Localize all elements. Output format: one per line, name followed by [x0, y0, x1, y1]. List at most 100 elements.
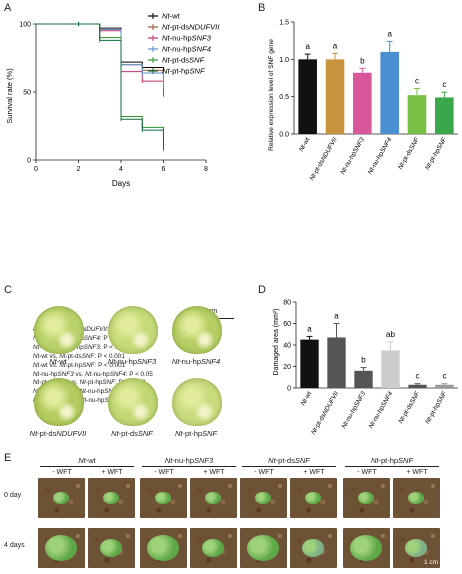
survival-y-tick-label: 0 — [27, 158, 31, 165]
leaf-photo — [172, 306, 222, 354]
damage-bar — [300, 339, 319, 388]
seedling-photo — [240, 528, 287, 568]
seedling-leaves — [255, 491, 271, 505]
stat-line: Nt-wt vs. Nt-pt-hpSNF: P < 0.001 — [33, 361, 126, 369]
seedling-group-title: Nt-nu-hpSNF3 — [164, 456, 214, 465]
seedling-photo — [38, 478, 85, 518]
seedling-photo — [393, 528, 440, 568]
expression-bar — [407, 95, 427, 134]
legend-entry: Nt-nu-hpSNF4 — [162, 45, 211, 54]
damage-significance-letter: a — [307, 324, 312, 333]
seedling-leaves — [53, 491, 69, 505]
seedling-leaves — [155, 491, 171, 505]
expression-category-label: Nt-pt-dsNDUFVII — [309, 136, 339, 182]
damage-category-label: Nt-wt — [300, 390, 314, 407]
seedling-scale-bar — [422, 568, 440, 569]
seedling-photo — [190, 528, 237, 568]
leaf-label: Nt-pt-dsSNF — [111, 429, 153, 438]
seedling-group-rule — [40, 466, 134, 467]
seedling-scale-label: 1 cm — [424, 559, 439, 566]
survival-series-line — [36, 23, 164, 147]
seedling-photo — [290, 528, 337, 568]
panel-letter-d: D — [258, 284, 266, 296]
damage-bar — [327, 337, 346, 388]
damage-significance-letter: ab — [386, 330, 395, 339]
damage-significance-letter: a — [334, 312, 339, 321]
seedling-group-title: Nt-pt-hpSNF — [370, 456, 414, 465]
expression-significance-letter: a — [387, 29, 392, 38]
seedling-group-title: Nt-wt — [78, 456, 96, 465]
damage-bar — [354, 370, 373, 388]
panel-letter-c: C — [4, 284, 12, 296]
expression-y-tick-label: 0.5 — [279, 94, 289, 101]
expression-significance-letter: c — [415, 76, 419, 85]
stat-line: Nt-nu-hpSNF3 vs. Nt-nu-hpSNF4: P < 0.05 — [33, 370, 153, 378]
damage-y-tick-label: 0 — [287, 386, 291, 393]
survival-y-tick-label: 50 — [23, 90, 31, 97]
seedling-photo — [88, 478, 135, 518]
seedling-leaves — [202, 539, 224, 557]
seedling-photos: Nt-wt - WFT + WFT Nt-nu-hpSNF3 - WFT + WFT Nt-… — [0, 456, 462, 574]
seedling-photo — [190, 478, 237, 518]
seedling-leaves — [247, 535, 279, 561]
damage-category-label: Nt-pt-dsSNF — [397, 390, 421, 425]
treatment-label: + WFT — [101, 469, 123, 476]
damage-significance-letter: c — [443, 372, 447, 381]
leaf-label: Nt-pt-dsNDUFVII — [29, 429, 87, 438]
seedling-photo — [343, 478, 390, 518]
damage-category-label: Nt-pt-hpSNF — [424, 390, 449, 426]
survival-chart: Survival rate (%) Days 0 2 4 6 8 0 50 100 Nt-wt… — [5, 12, 220, 188]
row-label: 0 day — [4, 492, 22, 499]
expression-y-tick-label: 1.0 — [279, 57, 289, 64]
expression-bar — [298, 59, 317, 135]
expression-significance-letter: c — [442, 80, 446, 89]
damage-category-label: Nt-nu-hpSNF4 — [368, 390, 395, 430]
survival-x-tick-label: 4 — [119, 166, 123, 173]
treatment-label: - WFT — [154, 469, 174, 476]
seedling-leaves — [45, 535, 77, 561]
expression-ylabel: Relative expression level of SNF gene — [268, 39, 275, 151]
stat-line: Nt-wt vs. Nt-pt-dsSNF: P < 0.001 — [33, 352, 125, 360]
leaf-label: Nt-nu-hpSNF4 — [171, 357, 221, 366]
panel-letter-e: E — [4, 452, 12, 464]
expression-significance-letter: a — [333, 41, 338, 50]
expression-bar — [380, 51, 399, 134]
seedling-group-title: Nt-pt-dsSNF — [268, 456, 310, 465]
survival-ylabel: Survival rate (%) — [5, 68, 14, 124]
seedling-leaves — [100, 539, 122, 557]
seedling-leaves — [358, 491, 374, 505]
expression-bar — [353, 72, 372, 134]
expression-bar — [435, 97, 454, 134]
seedling-photo — [343, 528, 390, 568]
damage-ylabel: Damaged area (mm²) — [273, 309, 280, 376]
damage-y-tick-label: 20 — [283, 364, 291, 371]
seedling-leaves — [103, 491, 119, 505]
expression-chart: Relative expression level of SNF gene 0.… — [268, 20, 458, 182]
expression-category-label: Nt-nu-hpSNF4 — [367, 136, 394, 176]
seedling-leaves — [305, 491, 321, 505]
survival-series-line — [36, 23, 164, 150]
seedling-leaves — [350, 535, 382, 561]
damage-y-tick-label: 60 — [283, 321, 291, 328]
expression-significance-letter: b — [360, 56, 365, 65]
seedling-leaves — [405, 539, 427, 557]
seedling-photo — [140, 478, 187, 518]
damage-category-label: Nt-pt-dsNDUFVII — [310, 390, 340, 436]
leaf-photo — [34, 306, 84, 354]
survival-x-tick-label: 0 — [34, 166, 38, 173]
survival-x-tick-label: 8 — [204, 166, 208, 173]
survival-xlabel: Days — [112, 179, 130, 188]
damage-bar — [408, 384, 427, 388]
expression-category-label: Nt-pt-dsSNF — [397, 136, 421, 171]
treatment-label: + WFT — [303, 469, 325, 476]
treatment-label: + WFT — [406, 469, 428, 476]
expression-ylabel-text: Relative expression level of SNF gene — [268, 39, 275, 151]
legend-entry: Nt-wt — [162, 12, 181, 21]
expression-category-label: Nt-wt — [298, 136, 312, 153]
seedling-photo — [140, 528, 187, 568]
survival-x-tick-label: 6 — [162, 166, 166, 173]
expression-category-label: Nt-pt-hpSNF — [424, 136, 449, 172]
damage-y-tick-label: 80 — [283, 300, 291, 307]
seedling-leaves — [408, 491, 424, 505]
seedling-photo — [290, 478, 337, 518]
